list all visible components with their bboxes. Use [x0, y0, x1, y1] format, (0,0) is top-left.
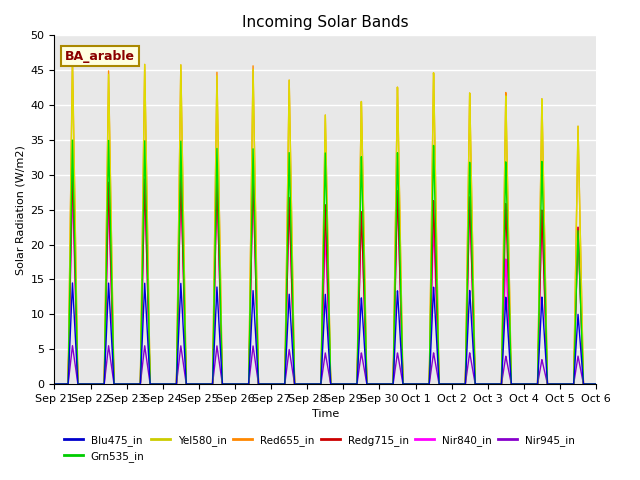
X-axis label: Time: Time: [312, 409, 339, 419]
Text: BA_arable: BA_arable: [65, 50, 135, 63]
Y-axis label: Solar Radiation (W/m2): Solar Radiation (W/m2): [15, 145, 25, 275]
Title: Incoming Solar Bands: Incoming Solar Bands: [242, 15, 408, 30]
Legend: Blu475_in, Grn535_in, Yel580_in, Red655_in, Redg715_in, Nir840_in, Nir945_in: Blu475_in, Grn535_in, Yel580_in, Red655_…: [60, 431, 579, 466]
